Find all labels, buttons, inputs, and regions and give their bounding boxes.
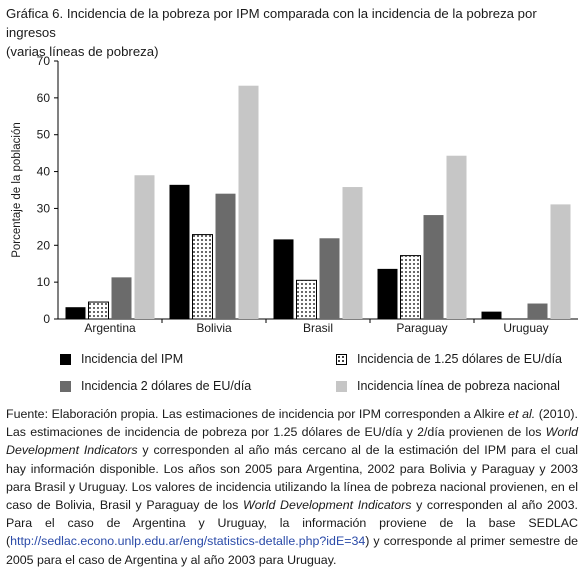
bar-argentina-series-2 <box>88 301 109 320</box>
sedlac-link[interactable]: http://sedlac.econo.unlp.edu.ar/eng/stat… <box>10 534 366 549</box>
bar-bolivia-series-1 <box>169 184 190 319</box>
chart-title: Gráfica 6. Incidencia de la pobreza por … <box>6 4 576 61</box>
note-wdi-1: World Development Indicators <box>6 425 578 458</box>
y-tick-label: 30 <box>37 201 51 215</box>
bar-argentina-series-4 <box>134 175 155 319</box>
bar-brasil-series-4 <box>342 187 363 319</box>
note-text-3: y corresponden al año más cercano al de … <box>6 443 578 513</box>
legend-label-usd125: Incidencia de 1.25 dólares de EU/día <box>357 352 562 366</box>
legend-swatch-national <box>336 380 347 392</box>
bar-paraguay-series-1 <box>377 268 398 319</box>
y-axis-label: Porcentaje de la población <box>11 122 23 258</box>
legend-swatch-usd2 <box>60 380 71 392</box>
x-tick-label: Uruguay <box>503 321 548 335</box>
bar-bolivia-series-3 <box>215 193 236 319</box>
legend-item-usd125: Incidencia de 1.25 dólares de EU/día <box>336 352 562 366</box>
x-tick-label: Bolivia <box>196 321 232 335</box>
bar-paraguay-series-4 <box>446 155 467 319</box>
legend-label-usd2: Incidencia 2 dólares de EU/día <box>81 379 252 393</box>
legend-label-ipm: Incidencia del IPM <box>81 352 184 366</box>
note-wdi-2: World Development Indicators <box>243 498 412 513</box>
bar-chart: 0 10 20 30 40 50 60 70 Porcentaje de la població… <box>11 54 578 335</box>
y-tick-label: 20 <box>37 238 51 252</box>
x-tick-label: Argentina <box>84 321 136 335</box>
legend-item-usd2: Incidencia 2 dólares de EU/día <box>60 379 251 393</box>
y-tick-label: 70 <box>37 54 51 68</box>
bar-brasil-series-1 <box>273 239 294 319</box>
legend: Incidencia del IPM Incidencia de 1.25 dó… <box>60 352 580 396</box>
note-text-1: Fuente: Elaboración propia. Las estimaci… <box>6 407 509 421</box>
bar-paraguay-series-3 <box>423 215 444 319</box>
note-etal: et al. <box>508 407 536 421</box>
y-tick-label: 50 <box>37 128 51 142</box>
y-tick-label: 0 <box>43 312 50 326</box>
bar-bolivia-series-2 <box>192 234 213 320</box>
y-tick-label: 40 <box>37 165 51 179</box>
legend-label-national: Incidencia línea de pobreza nacional <box>357 379 560 393</box>
note-text-2: (2010). Las estimaciones de incidencia d… <box>6 407 578 440</box>
bar-bolivia-series-4 <box>238 85 259 319</box>
bar-argentina-series-3 <box>111 277 132 319</box>
x-tick-label: Brasil <box>303 321 333 335</box>
chart-title-line-1: Gráfica 6. Incidencia de la pobreza por … <box>6 6 537 40</box>
legend-item-national: Incidencia línea de pobreza nacional <box>336 379 560 393</box>
bar-paraguay-series-2 <box>400 255 421 320</box>
bar-uruguay-series-3 <box>527 303 548 319</box>
bar-brasil-series-2 <box>296 279 317 320</box>
bar-uruguay-series-1 <box>481 311 502 319</box>
source-note: Fuente: Elaboración propia. Las estimaci… <box>6 405 578 569</box>
y-tick-label: 60 <box>37 91 51 105</box>
bar-brasil-series-3 <box>319 238 340 319</box>
legend-item-ipm: Incidencia del IPM <box>60 352 183 366</box>
bar-uruguay-series-4 <box>550 204 571 319</box>
legend-swatch-usd125 <box>336 353 347 365</box>
bar-argentina-series-1 <box>65 307 86 319</box>
legend-swatch-ipm <box>60 353 71 365</box>
x-tick-label: Paraguay <box>396 321 447 335</box>
plot-area: 0 10 20 30 40 50 60 70 Porcentaje de la població… <box>11 54 578 335</box>
note-text-4: y corresponden al año 2003. Para el caso… <box>6 498 579 549</box>
y-tick-label: 10 <box>37 275 51 289</box>
chart-title-line-2: (varias líneas de pobreza) <box>6 44 159 59</box>
